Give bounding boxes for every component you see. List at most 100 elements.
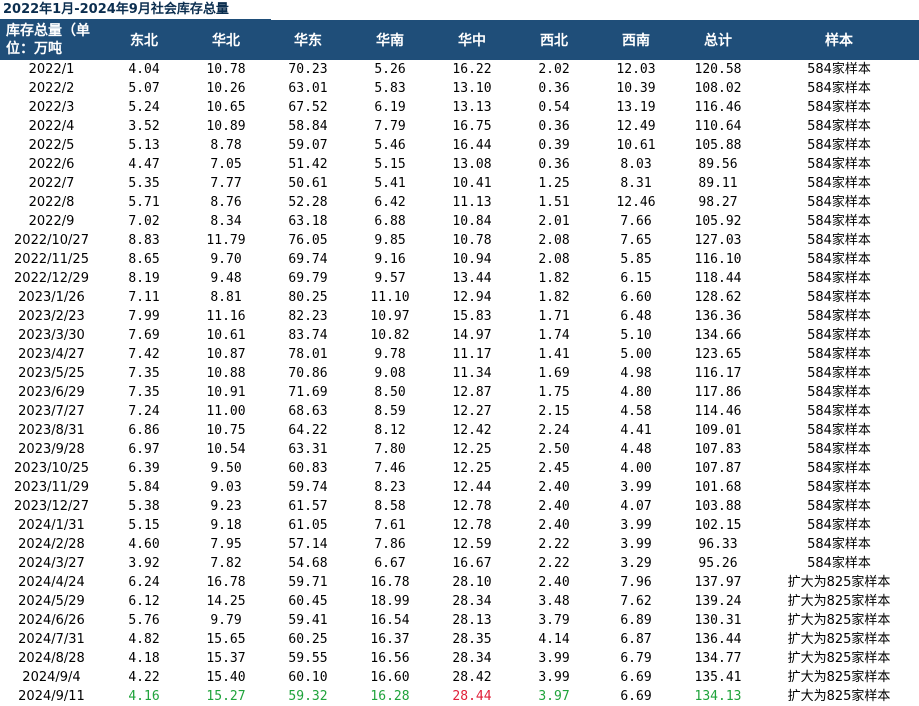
value-cell: 6.39 (128, 461, 160, 476)
value-cell: 16.67 (452, 556, 492, 571)
sample-cell: 扩大为825家样本 (787, 651, 891, 666)
value-cell: 16.37 (370, 632, 410, 647)
value-cell: 9.79 (210, 613, 242, 628)
value-cell: 57.14 (288, 537, 328, 552)
value-cell: 9.48 (210, 271, 242, 286)
table-row: 2024/4/24 6.24 16.78 59.71 16.78 28.10 2.40 7.9… (0, 573, 919, 592)
value-cell: 18.99 (370, 594, 410, 609)
value-cell: 8.12 (374, 423, 406, 438)
value-cell: 4.58 (620, 404, 652, 419)
value-cell: 6.48 (620, 309, 652, 324)
value-cell: 0.36 (538, 119, 570, 134)
value-cell: 50.61 (288, 176, 328, 191)
value-cell: 16.44 (452, 138, 492, 153)
value-cell: 4.18 (128, 651, 160, 666)
value-cell: 5.71 (128, 195, 160, 210)
value-cell: 14.97 (452, 328, 492, 343)
date-cell: 2022/6 (28, 157, 75, 172)
date-cell: 2023/1/26 (18, 290, 85, 305)
date-cell: 2022/7 (28, 176, 75, 191)
value-cell: 0.39 (538, 138, 570, 153)
value-cell: 16.54 (370, 613, 410, 628)
value-cell: 89.11 (698, 176, 738, 191)
table-row: 2024/8/28 4.18 15.37 59.55 16.56 28.34 3.99 6.7… (0, 649, 919, 668)
value-cell: 6.88 (374, 214, 406, 229)
table-row: 2024/3/27 3.92 7.82 54.68 6.67 16.67 2.22 3.29 9… (0, 554, 919, 573)
value-cell: 12.46 (616, 195, 656, 210)
sample-cell: 扩大为825家样本 (787, 575, 891, 590)
sample-cell: 扩大为825家样本 (787, 594, 891, 609)
table-row: 2024/5/29 6.12 14.25 60.45 18.99 28.34 3.48 7.6… (0, 592, 919, 611)
value-cell: 58.84 (288, 119, 328, 134)
value-cell: 12.78 (452, 518, 492, 533)
value-cell: 4.22 (128, 670, 160, 685)
value-cell: 51.42 (288, 157, 328, 172)
value-cell: 130.31 (694, 613, 742, 628)
value-cell: 10.41 (452, 176, 492, 191)
sample-cell: 584家样本 (807, 157, 871, 172)
value-cell: 15.37 (206, 651, 246, 666)
value-cell: 2.24 (538, 423, 570, 438)
value-cell: 7.95 (210, 537, 242, 552)
value-cell: 4.04 (128, 62, 160, 77)
date-cell: 2023/8/31 (18, 423, 85, 438)
value-cell: 10.65 (206, 100, 246, 115)
value-cell: 80.25 (288, 290, 328, 305)
value-cell: 134.66 (694, 328, 742, 343)
table-row: 2023/6/29 7.35 10.91 71.69 8.50 12.87 1.75 4.80… (0, 383, 919, 402)
value-cell: 6.24 (128, 575, 160, 590)
value-cell: 28.42 (452, 670, 492, 685)
value-cell: 114.46 (694, 404, 742, 419)
value-cell: 8.19 (128, 271, 160, 286)
value-cell: 7.69 (128, 328, 160, 343)
value-cell: 12.03 (616, 62, 656, 77)
date-cell: 2024/3/27 (18, 556, 85, 571)
value-cell: 5.10 (620, 328, 652, 343)
date-cell: 2023/7/27 (18, 404, 85, 419)
date-cell: 2023/5/25 (18, 366, 85, 381)
value-cell: 16.56 (370, 651, 410, 666)
header-col: 总计 (677, 20, 759, 60)
value-cell: 9.16 (374, 252, 406, 267)
value-cell: 15.40 (206, 670, 246, 685)
value-cell: 7.77 (210, 176, 242, 191)
value-cell: 0.54 (538, 100, 570, 115)
value-cell: 28.34 (452, 594, 492, 609)
value-cell: 14.25 (206, 594, 246, 609)
date-cell: 2022/1 (28, 62, 75, 77)
table-row: 2022/7 5.35 7.77 50.61 5.41 10.41 1.25 8.31 89.1… (0, 174, 919, 193)
sample-cell: 584家样本 (807, 556, 871, 571)
sample-cell: 584家样本 (807, 518, 871, 533)
value-cell: 16.75 (452, 119, 492, 134)
value-cell: 6.89 (620, 613, 652, 628)
value-cell: 2.40 (538, 499, 570, 514)
value-cell: 28.34 (452, 651, 492, 666)
value-cell: 7.82 (210, 556, 242, 571)
value-cell: 9.57 (374, 271, 406, 286)
value-cell: 12.49 (616, 119, 656, 134)
sample-cell: 584家样本 (807, 233, 871, 248)
value-cell: 71.69 (288, 385, 328, 400)
value-cell: 76.05 (288, 233, 328, 248)
value-cell: 7.11 (128, 290, 160, 305)
value-cell: 6.87 (620, 632, 652, 647)
sample-cell: 584家样本 (807, 271, 871, 286)
value-cell: 10.84 (452, 214, 492, 229)
header-col: 西北 (513, 20, 595, 60)
value-cell: 118.44 (694, 271, 742, 286)
value-cell: 107.87 (694, 461, 742, 476)
value-cell: 7.99 (128, 309, 160, 324)
value-cell: 123.65 (694, 347, 742, 362)
value-cell: 3.99 (620, 518, 652, 533)
header-col: 西南 (595, 20, 677, 60)
sample-cell: 584家样本 (807, 62, 871, 77)
date-cell: 2023/10/25 (14, 461, 89, 476)
value-cell: 8.76 (210, 195, 242, 210)
value-cell: 54.68 (288, 556, 328, 571)
value-cell: 128.62 (694, 290, 742, 305)
value-cell: 3.99 (620, 480, 652, 495)
value-cell: 4.60 (128, 537, 160, 552)
value-cell: 103.88 (694, 499, 742, 514)
value-cell: 136.36 (694, 309, 742, 324)
date-cell: 2024/4/24 (18, 575, 85, 590)
